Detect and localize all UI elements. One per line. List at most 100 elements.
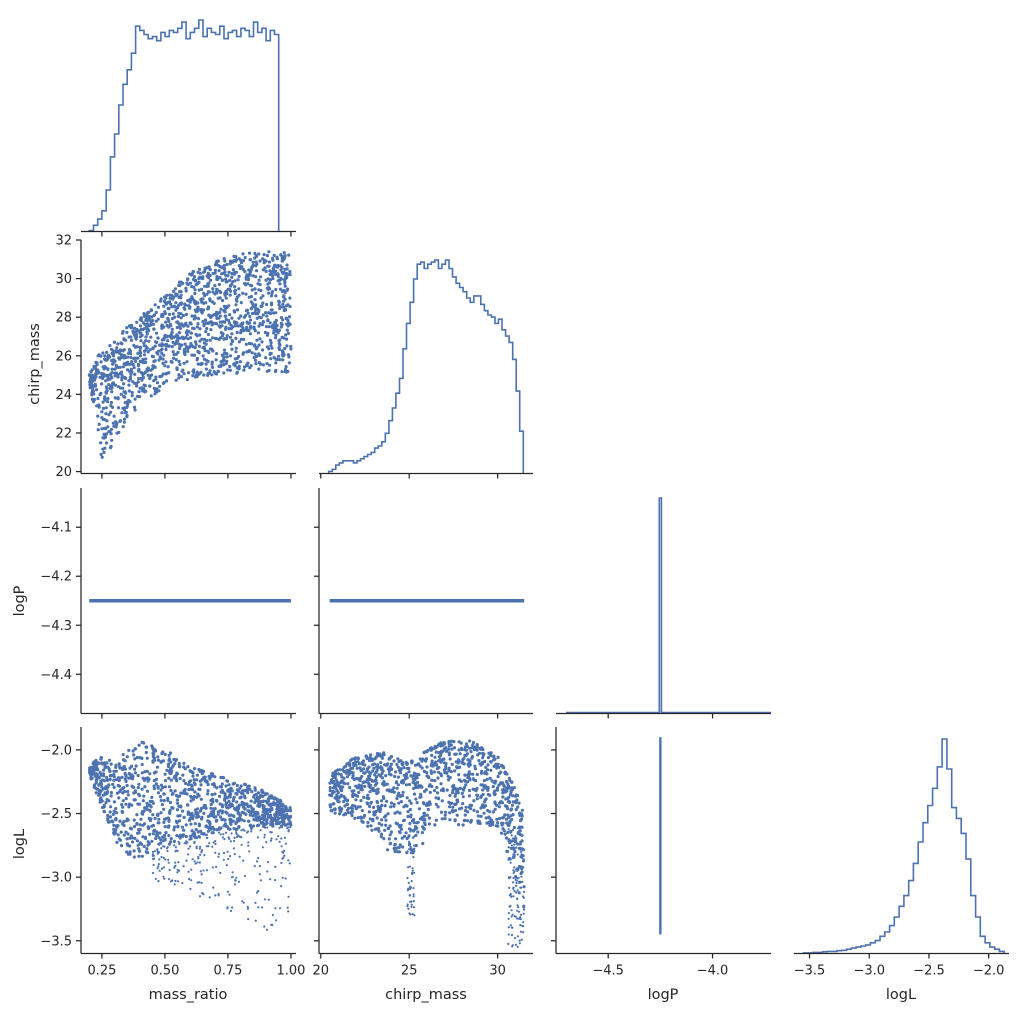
scatter-point [167, 758, 171, 762]
scatter-point [463, 773, 467, 777]
scatter-point [410, 872, 414, 876]
scatter-point [193, 314, 197, 318]
scatter-point [392, 790, 396, 794]
scatter-point [507, 828, 510, 831]
scatter-point [363, 784, 367, 789]
scatter-point [506, 813, 510, 817]
scatter-point [370, 758, 374, 763]
scatter-point [396, 775, 400, 779]
scatter-point [239, 795, 243, 799]
scatter-point [279, 321, 283, 325]
scatter-point [132, 849, 136, 853]
scatter-point [228, 313, 232, 317]
scatter-point [266, 826, 269, 829]
y-tick-label: 28 [55, 311, 72, 326]
scatter-point [152, 829, 156, 833]
scatter-point [217, 855, 220, 858]
scatter-point [248, 314, 252, 318]
scatter-point [151, 755, 155, 759]
scatter-point [139, 327, 143, 331]
scatter-point [219, 290, 223, 295]
scatter-point [253, 812, 257, 816]
scatter-point [167, 861, 170, 864]
scatter-point [253, 786, 257, 790]
scatter-point [88, 383, 92, 387]
scatter-point [348, 785, 352, 790]
scatter-point [455, 798, 459, 802]
scatter-point [170, 345, 174, 349]
scatter-point [373, 813, 377, 817]
scatter-point [181, 773, 185, 777]
scatter-point [276, 331, 280, 335]
scatter-point [195, 845, 198, 848]
scatter-point [176, 801, 180, 805]
scatter-point [426, 775, 430, 779]
scatter-point [154, 782, 158, 786]
scatter-point [130, 370, 134, 374]
scatter-point [159, 299, 163, 303]
scatter-point [398, 831, 402, 835]
scatter-point [107, 383, 111, 387]
scatter-point [365, 796, 369, 800]
scatter-point [153, 770, 157, 774]
scatter-point [193, 808, 198, 812]
scatter-point [136, 364, 140, 368]
scatter-point [152, 787, 156, 791]
scatter-point [408, 808, 412, 812]
scatter-point [92, 400, 96, 404]
scatter-point [155, 387, 159, 391]
scatter-point [258, 865, 261, 868]
scatter-point [233, 839, 236, 843]
scatter-point [190, 353, 194, 357]
scatter-point [182, 761, 186, 765]
scatter-point [148, 808, 152, 812]
scatter-point [196, 830, 200, 834]
scatter-point [225, 359, 229, 363]
scatter-point [141, 835, 145, 839]
scatter-point [239, 337, 243, 341]
scatter-point [138, 324, 142, 328]
scatter-point [275, 323, 279, 328]
scatter-point [96, 396, 100, 401]
scatter-point [167, 858, 170, 861]
scatter-point [250, 311, 255, 316]
scatter-point [217, 269, 221, 273]
scatter-point [371, 805, 376, 810]
scatter-point [353, 816, 357, 820]
scatter-point [148, 348, 152, 352]
scatter-point [372, 766, 376, 770]
scatter-point [160, 803, 164, 807]
scatter-point [252, 356, 256, 360]
scatter-point [351, 794, 355, 799]
scatter-point [201, 354, 205, 358]
scatter-point [381, 782, 385, 786]
scatter-point [108, 769, 112, 773]
scatter-point [236, 324, 240, 328]
scatter-point [408, 887, 412, 891]
scatter-point [464, 805, 468, 809]
scatter-point [245, 350, 249, 354]
scatter-point [493, 807, 497, 811]
scatter-point [136, 773, 140, 778]
scatter-point [235, 330, 239, 335]
scatter-point [254, 254, 258, 259]
scatter-point [107, 758, 112, 762]
scatter-point [280, 349, 284, 353]
scatter-point [386, 812, 390, 816]
scatter-point [252, 325, 256, 329]
scatter-point [122, 394, 126, 398]
scatter-point [379, 832, 384, 836]
scatter-point [360, 760, 364, 765]
scatter-point [507, 784, 511, 789]
scatter-point [257, 890, 260, 893]
scatter-point [439, 810, 444, 814]
scatter-point [248, 258, 253, 262]
scatter-point [205, 339, 209, 343]
scatter-point [280, 256, 284, 260]
scatter-point [396, 794, 400, 798]
scatter-point [433, 823, 437, 827]
scatter-point [443, 817, 447, 821]
scatter-point [447, 747, 451, 751]
scatter-point [366, 793, 370, 798]
scatter-point [404, 803, 408, 807]
